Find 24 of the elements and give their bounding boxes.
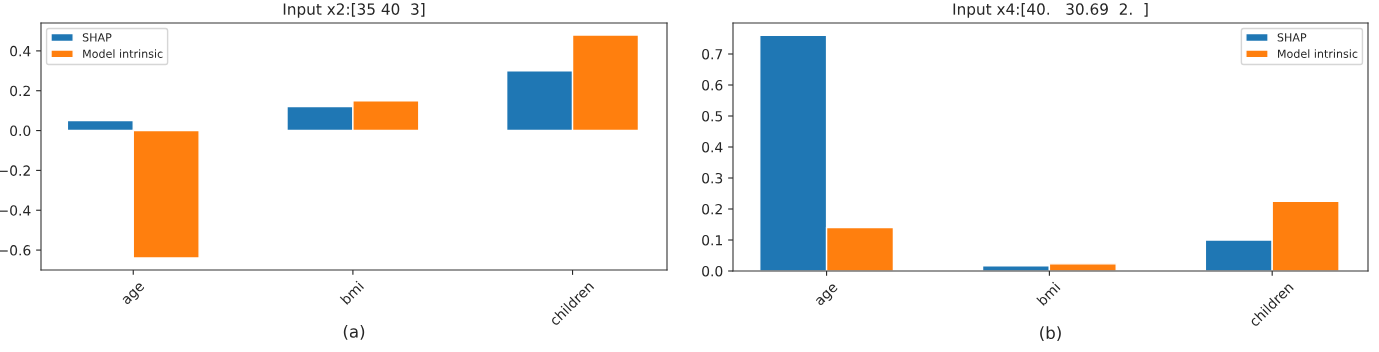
y-tick-label: 0.2 bbox=[702, 203, 722, 215]
chart-title: Input x4:[40. 30.69 2. ] bbox=[953, 3, 1148, 18]
legend-label: Model intrinsic bbox=[83, 49, 163, 58]
y-tick-label: −0.6 bbox=[0, 245, 31, 256]
y-tick-label: 0.3 bbox=[702, 172, 723, 184]
y-tick-label: 0.1 bbox=[702, 234, 722, 246]
y-tick-label: 0.0 bbox=[10, 125, 31, 137]
text: (a) bbox=[343, 324, 365, 340]
y-tick-label: 0.4 bbox=[702, 141, 723, 153]
y-tick-label: 0.6 bbox=[702, 79, 723, 91]
y-tick-label: −0.2 bbox=[0, 165, 30, 176]
legend-label: Model intrinsic bbox=[1278, 49, 1358, 58]
y-tick-label: 0.7 bbox=[702, 48, 723, 60]
x-tick-label: age bbox=[121, 282, 147, 307]
y-tick-label: 0.5 bbox=[702, 110, 723, 122]
x-tick-label: age bbox=[815, 283, 840, 308]
legend-label: SHAP bbox=[82, 33, 112, 42]
y-tick-label: 0.4 bbox=[10, 45, 31, 57]
text: (b) bbox=[1040, 326, 1061, 342]
legend-label: SHAP bbox=[1277, 33, 1307, 42]
y-tick-label: 0.2 bbox=[10, 85, 30, 97]
chart-title: Input x2:[35 40 3] bbox=[283, 3, 425, 18]
y-tick-label: 0.0 bbox=[702, 265, 723, 277]
y-tick-label: −0.4 bbox=[0, 205, 31, 216]
